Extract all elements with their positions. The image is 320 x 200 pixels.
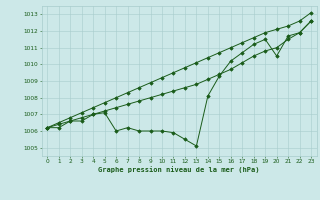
X-axis label: Graphe pression niveau de la mer (hPa): Graphe pression niveau de la mer (hPa) — [99, 166, 260, 173]
